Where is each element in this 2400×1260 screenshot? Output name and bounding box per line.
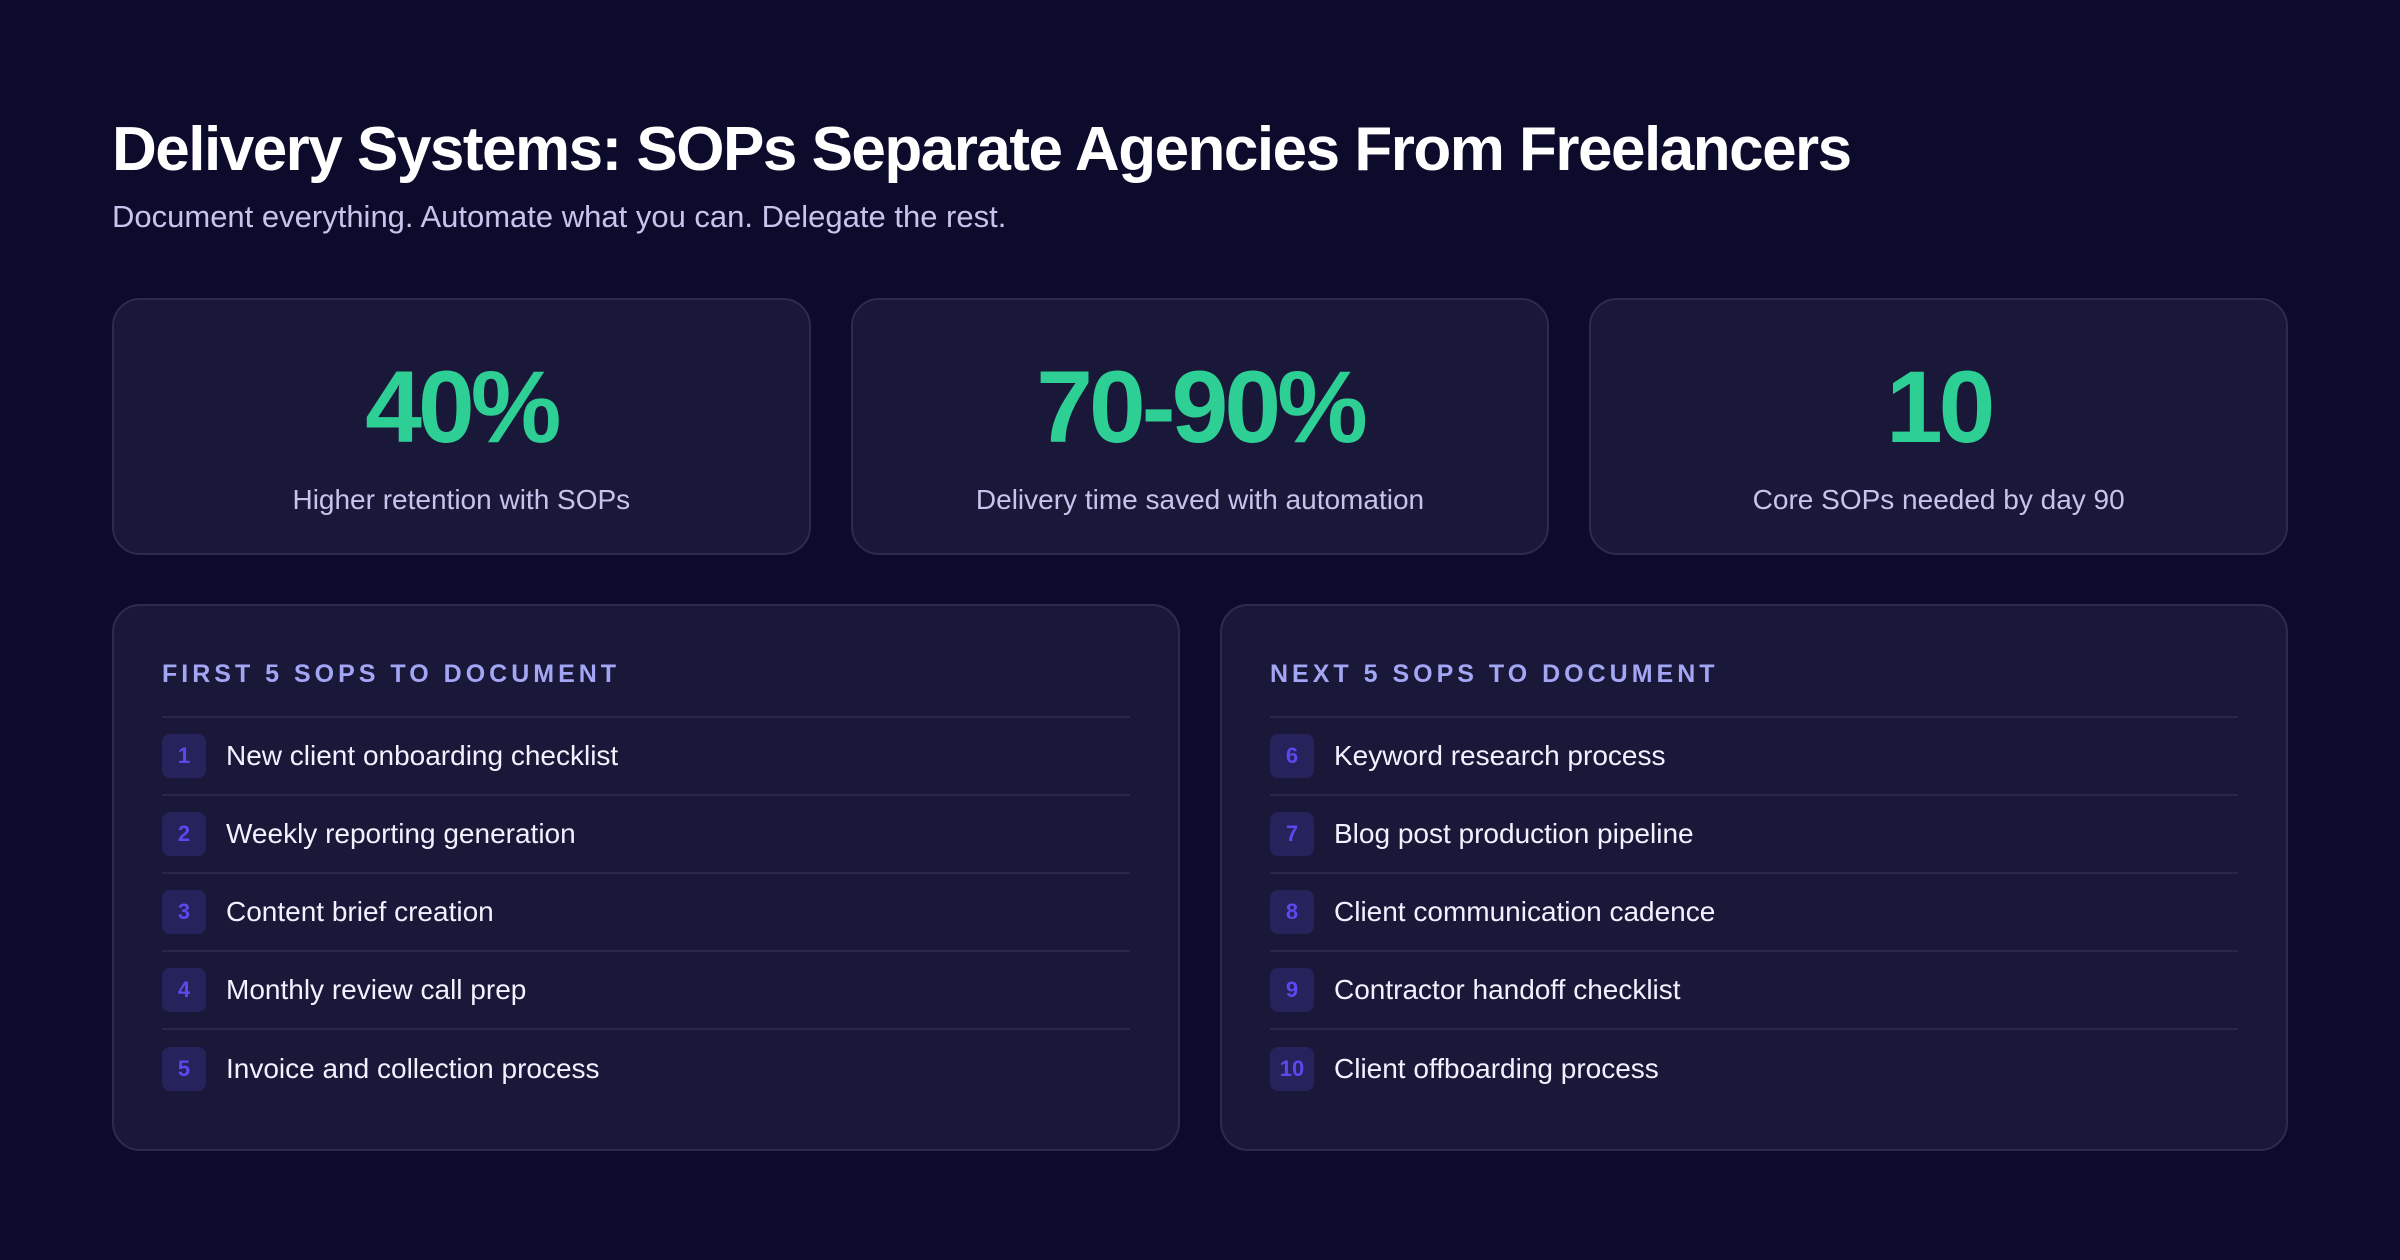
number-badge: 2 (162, 812, 206, 856)
list-item-text: Content brief creation (226, 896, 494, 927)
number-badge: 8 (1270, 890, 1314, 934)
page-title: Delivery Systems: SOPs Separate Agencies… (112, 115, 1852, 184)
list-item-text: Keyword research process (1334, 740, 1666, 771)
list-item-text: Invoice and collection process (226, 1053, 600, 1084)
number-badge: 9 (1270, 968, 1314, 1012)
sop-lists: FIRST 5 SOPS TO DOCUMENT 1 New client on… (112, 604, 2288, 1151)
list-item: 10 Client offboarding process (1270, 1030, 2238, 1108)
page-subtitle: Document everything. Automate what you c… (112, 199, 1007, 234)
list-item: 6 Keyword research process (1270, 718, 2238, 796)
stat-label: Core SOPs needed by day 90 (1752, 484, 2125, 515)
list-item: 8 Client communication cadence (1270, 874, 2238, 952)
list-heading: NEXT 5 SOPS TO DOCUMENT (1270, 656, 2238, 718)
first-sops-card: FIRST 5 SOPS TO DOCUMENT 1 New client on… (112, 604, 1180, 1151)
next-sops-card: NEXT 5 SOPS TO DOCUMENT 6 Keyword resear… (1220, 604, 2288, 1151)
number-badge: 7 (1270, 812, 1314, 856)
list-item: 9 Contractor handoff checklist (1270, 952, 2238, 1030)
stat-card-retention: 40% Higher retention with SOPs (112, 298, 811, 555)
list-item: 2 Weekly reporting generation (162, 796, 1130, 874)
list-item: 7 Blog post production pipeline (1270, 796, 2238, 874)
stat-card-time-saved: 70-90% Delivery time saved with automati… (850, 298, 1550, 555)
list-item-text: Blog post production pipeline (1334, 818, 1694, 849)
number-badge: 6 (1270, 734, 1314, 778)
stat-label: Higher retention with SOPs (292, 484, 631, 515)
number-badge: 4 (162, 968, 206, 1012)
number-badge: 3 (162, 890, 206, 934)
number-badge: 1 (162, 734, 206, 778)
stat-value: 40% (365, 350, 561, 464)
stat-card-core-sops: 10 Core SOPs needed by day 90 (1589, 298, 2289, 555)
stat-value: 10 (1885, 350, 1995, 464)
list-item: 1 New client onboarding checklist (162, 718, 1130, 796)
list-item-text: Client offboarding process (1334, 1053, 1659, 1084)
list-heading: FIRST 5 SOPS TO DOCUMENT (162, 656, 1130, 718)
list-item-text: Weekly reporting generation (226, 818, 576, 849)
stat-value: 70-90% (1036, 350, 1368, 464)
list-item-text: New client onboarding checklist (226, 740, 619, 771)
list-item-text: Client communication cadence (1334, 896, 1716, 927)
list-item: 5 Invoice and collection process (162, 1030, 1130, 1108)
stats-row: 40% Higher retention with SOPs 70-90% De… (112, 298, 2289, 555)
number-badge: 10 (1270, 1047, 1314, 1091)
list-item-text: Monthly review call prep (226, 974, 527, 1005)
list-item: 4 Monthly review call prep (162, 952, 1130, 1030)
number-badge: 5 (162, 1047, 206, 1091)
list-item-text: Contractor handoff checklist (1334, 974, 1681, 1005)
stat-label: Delivery time saved with automation (975, 484, 1425, 515)
list-item: 3 Content brief creation (162, 874, 1130, 952)
